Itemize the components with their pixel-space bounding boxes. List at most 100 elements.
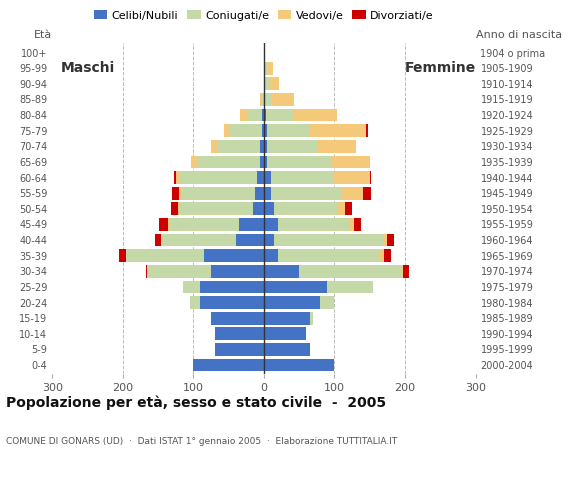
Bar	[269, 77, 280, 90]
Bar	[267, 140, 317, 153]
Bar	[370, 171, 371, 184]
Bar	[271, 171, 335, 184]
Bar	[201, 296, 264, 309]
Bar	[262, 93, 264, 106]
Bar	[264, 280, 327, 293]
Bar	[262, 124, 264, 137]
Bar	[273, 93, 293, 106]
Bar	[354, 218, 361, 231]
Bar	[366, 124, 368, 137]
Bar	[204, 249, 264, 262]
Bar	[310, 124, 366, 137]
Bar	[171, 203, 178, 215]
Bar	[264, 46, 265, 59]
Bar	[264, 140, 267, 153]
Bar	[384, 234, 387, 246]
Bar	[172, 187, 179, 200]
Bar	[182, 187, 255, 200]
Bar	[260, 156, 264, 168]
Bar	[327, 280, 374, 293]
Bar	[161, 234, 162, 246]
Bar	[264, 343, 310, 356]
Bar	[264, 234, 274, 246]
Bar	[126, 249, 204, 262]
Bar	[335, 171, 370, 184]
Bar	[264, 327, 306, 340]
Bar	[362, 187, 371, 200]
Bar	[147, 265, 211, 278]
Bar	[331, 156, 369, 168]
Bar	[345, 203, 352, 215]
Bar	[317, 140, 356, 153]
Bar	[264, 108, 266, 121]
Bar	[174, 171, 176, 184]
Bar	[211, 265, 264, 278]
Bar	[338, 203, 345, 215]
Bar	[278, 249, 380, 262]
Bar	[278, 218, 349, 231]
Bar	[211, 140, 218, 153]
Bar	[384, 249, 391, 262]
Bar	[264, 312, 310, 324]
Bar	[274, 234, 384, 246]
Bar	[264, 218, 278, 231]
Bar	[211, 312, 264, 324]
Bar	[320, 296, 335, 309]
Bar	[118, 249, 126, 262]
Bar	[176, 171, 179, 184]
Bar	[190, 296, 201, 309]
Bar	[401, 265, 403, 278]
Bar	[264, 296, 320, 309]
Bar	[239, 218, 264, 231]
Bar	[224, 124, 230, 137]
Bar	[264, 93, 265, 106]
Bar	[387, 234, 394, 246]
Bar	[260, 93, 262, 106]
Bar	[267, 124, 310, 137]
Bar	[218, 140, 260, 153]
Bar	[264, 156, 267, 168]
Bar	[197, 156, 260, 168]
Bar	[191, 156, 197, 168]
Bar	[264, 62, 267, 74]
Bar	[201, 280, 264, 293]
Bar	[260, 140, 264, 153]
Bar	[179, 203, 253, 215]
Bar	[264, 265, 299, 278]
Text: Anno di nascita: Anno di nascita	[476, 30, 561, 40]
Bar	[240, 108, 248, 121]
Bar	[265, 93, 273, 106]
Bar	[264, 359, 335, 372]
Bar	[179, 187, 182, 200]
Bar	[267, 156, 331, 168]
Bar	[230, 124, 262, 137]
Bar	[155, 234, 161, 246]
Bar	[215, 343, 264, 356]
Bar	[264, 249, 278, 262]
Bar	[253, 203, 264, 215]
Text: COMUNE DI GONARS (UD)  ·  Dati ISTAT 1° gennaio 2005  ·  Elaborazione TUTTITALIA: COMUNE DI GONARS (UD) · Dati ISTAT 1° ge…	[6, 437, 397, 446]
Bar	[264, 203, 274, 215]
Bar	[264, 187, 271, 200]
Bar	[264, 124, 267, 137]
Bar	[248, 108, 263, 121]
Text: Maschi: Maschi	[60, 61, 115, 75]
Bar	[267, 62, 273, 74]
Legend: Celibi/Nubili, Coniugati/e, Vedovi/e, Divorziati/e: Celibi/Nubili, Coniugati/e, Vedovi/e, Di…	[89, 6, 438, 25]
Bar	[183, 280, 201, 293]
Bar	[271, 187, 342, 200]
Bar	[264, 77, 265, 90]
Text: Femmine: Femmine	[405, 61, 476, 75]
Bar	[169, 218, 239, 231]
Bar	[294, 108, 336, 121]
Bar	[162, 234, 235, 246]
Text: Età: Età	[34, 30, 52, 40]
Bar	[160, 218, 168, 231]
Bar	[193, 359, 264, 372]
Bar	[168, 218, 169, 231]
Bar	[178, 203, 179, 215]
Bar	[266, 108, 294, 121]
Bar	[255, 187, 264, 200]
Bar	[380, 249, 384, 262]
Bar	[179, 171, 257, 184]
